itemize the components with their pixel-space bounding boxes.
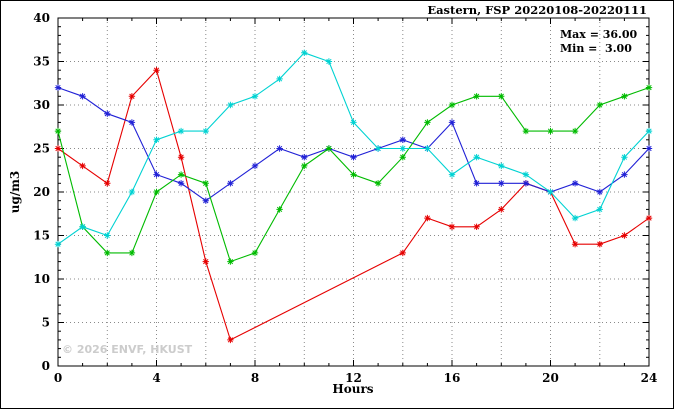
svg-text:35: 35 bbox=[33, 55, 50, 69]
x-axis-label: Hours bbox=[332, 382, 374, 396]
svg-text:12: 12 bbox=[345, 371, 362, 385]
svg-text:40: 40 bbox=[33, 11, 50, 25]
svg-text:10: 10 bbox=[33, 272, 50, 286]
svg-text:0: 0 bbox=[42, 359, 50, 373]
svg-text:4: 4 bbox=[152, 371, 160, 385]
svg-text:30: 30 bbox=[33, 98, 50, 112]
svg-text:20: 20 bbox=[33, 185, 50, 199]
watermark: © 2026 ENVF, HKUST bbox=[62, 343, 193, 356]
max-min-annotation: Max = 36.00 Min = 3.00 bbox=[560, 28, 637, 56]
svg-text:25: 25 bbox=[33, 142, 50, 156]
chart-title: Eastern, FSP 20220108-20220111 bbox=[427, 3, 647, 17]
svg-text:24: 24 bbox=[641, 371, 658, 385]
svg-text:20: 20 bbox=[542, 371, 559, 385]
y-axis-label: ug/m3 bbox=[8, 170, 22, 214]
min-value-label: Min = 3.00 bbox=[560, 42, 632, 55]
max-value-label: Max = 36.00 bbox=[560, 28, 638, 41]
svg-text:0: 0 bbox=[54, 371, 62, 385]
svg-text:16: 16 bbox=[444, 371, 461, 385]
svg-text:15: 15 bbox=[33, 229, 50, 243]
svg-text:5: 5 bbox=[42, 316, 50, 330]
svg-text:8: 8 bbox=[251, 371, 259, 385]
